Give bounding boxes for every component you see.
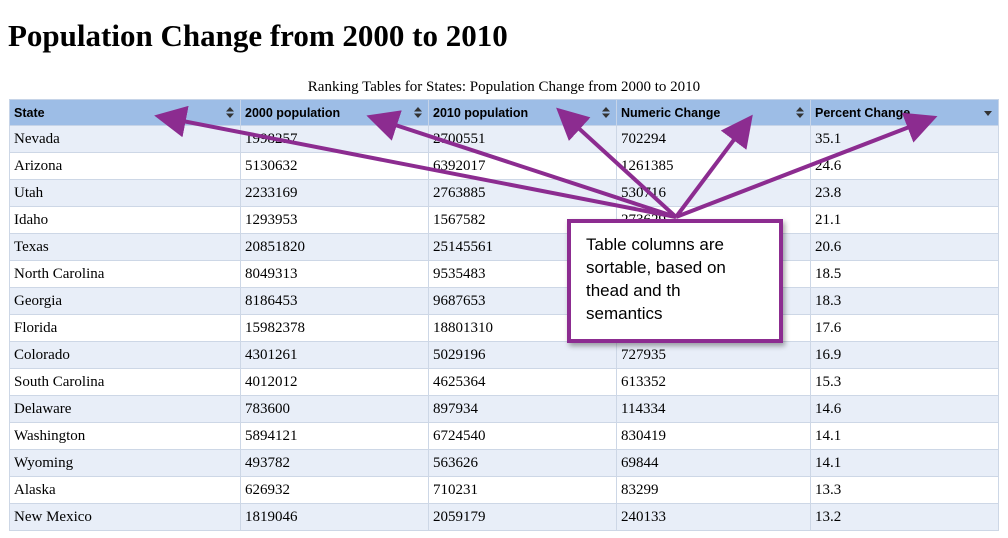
- table-cell: Texas: [9, 233, 241, 261]
- table-cell: 5130632: [240, 152, 429, 180]
- table-cell: 18.3: [810, 287, 999, 315]
- table-cell: 17.6: [810, 314, 999, 342]
- sort-icon: [796, 107, 804, 118]
- table-cell: 8186453: [240, 287, 429, 315]
- page-title: Population Change from 2000 to 2010: [8, 18, 508, 53]
- table-cell: Nevada: [9, 125, 241, 153]
- table-cell: Arizona: [9, 152, 241, 180]
- table-cell: 2763885: [428, 179, 617, 207]
- table-cell: 20851820: [240, 233, 429, 261]
- sort-icon: [414, 107, 422, 118]
- table-cell: 16.9: [810, 341, 999, 369]
- table-cell: 4012012: [240, 368, 429, 396]
- arrow: [154, 105, 677, 219]
- table-cell: Wyoming: [9, 449, 241, 477]
- column-header[interactable]: Numeric Change: [616, 99, 811, 126]
- table-cell: 783600: [240, 395, 429, 423]
- table-cell: 1819046: [240, 503, 429, 531]
- table-cell: 2059179: [428, 503, 617, 531]
- table-cell: 897934: [428, 395, 617, 423]
- callout: Table columns are sortable, based on thead…: [567, 219, 783, 343]
- arrow: [674, 114, 753, 219]
- table-row: Utah 2233169 2763885 530716 23.8: [9, 179, 999, 207]
- table-cell: New Mexico: [9, 503, 241, 531]
- sort-icon: [602, 107, 610, 118]
- table-cell: Georgia: [9, 287, 241, 315]
- table-row: Delaware 783600 897934 114334 14.6: [9, 395, 999, 423]
- table-cell: 240133: [616, 503, 811, 531]
- table-cell: 13.2: [810, 503, 999, 531]
- sort-icon: [226, 107, 234, 118]
- table-row: Nevada 1998257 2700551 702294 35.1: [9, 125, 999, 153]
- table-row: Wyoming 493782 563626 69844 14.1: [9, 449, 999, 477]
- table-cell: 21.1: [810, 206, 999, 234]
- table-cell: 1293953: [240, 206, 429, 234]
- table-cell: South Carolina: [9, 368, 241, 396]
- table-cell: Washington: [9, 422, 241, 450]
- table-cell: 626932: [240, 476, 429, 504]
- column-label: 2000 population: [245, 105, 341, 120]
- table-cell: 702294: [616, 125, 811, 153]
- table-cell: 493782: [240, 449, 429, 477]
- table-cell: 710231: [428, 476, 617, 504]
- arrow: [675, 112, 938, 219]
- table-cell: Florida: [9, 314, 241, 342]
- table-row: New Mexico 1819046 2059179 240133 13.2: [9, 503, 999, 531]
- table-cell: 613352: [616, 368, 811, 396]
- table-cell: 2233169: [240, 179, 429, 207]
- table-cell: North Carolina: [9, 260, 241, 288]
- column-label: State: [14, 105, 45, 120]
- table-cell: 18.5: [810, 260, 999, 288]
- sort-icon: [984, 111, 992, 116]
- callout-line: sortable, based on: [586, 258, 726, 277]
- callout-line: semantics: [586, 304, 663, 323]
- table-cell: 14.6: [810, 395, 999, 423]
- column-label: Numeric Change: [621, 105, 721, 120]
- table-cell: Idaho: [9, 206, 241, 234]
- table-cell: Colorado: [9, 341, 241, 369]
- arrow: [556, 107, 678, 219]
- table-cell: 15.3: [810, 368, 999, 396]
- table-cell: Alaska: [9, 476, 241, 504]
- table-cell: 114334: [616, 395, 811, 423]
- table-cell: 563626: [428, 449, 617, 477]
- callout-line: Table columns are: [586, 235, 724, 254]
- column-label: 2010 population: [433, 105, 529, 120]
- arrow: [366, 110, 677, 219]
- table-cell: 5029196: [428, 341, 617, 369]
- table-cell: Delaware: [9, 395, 241, 423]
- table-cell: 15982378: [240, 314, 429, 342]
- table-cell: 69844: [616, 449, 811, 477]
- table-cell: 4301261: [240, 341, 429, 369]
- table-cell: 8049313: [240, 260, 429, 288]
- table-cell: Utah: [9, 179, 241, 207]
- callout-line: thead and th: [586, 281, 681, 300]
- column-label: Percent Change: [815, 105, 911, 120]
- table-cell: 14.1: [810, 449, 999, 477]
- table-cell: 14.1: [810, 422, 999, 450]
- table-caption: Ranking Tables for States: Population Ch…: [307, 79, 701, 95]
- column-header[interactable]: State: [9, 99, 241, 126]
